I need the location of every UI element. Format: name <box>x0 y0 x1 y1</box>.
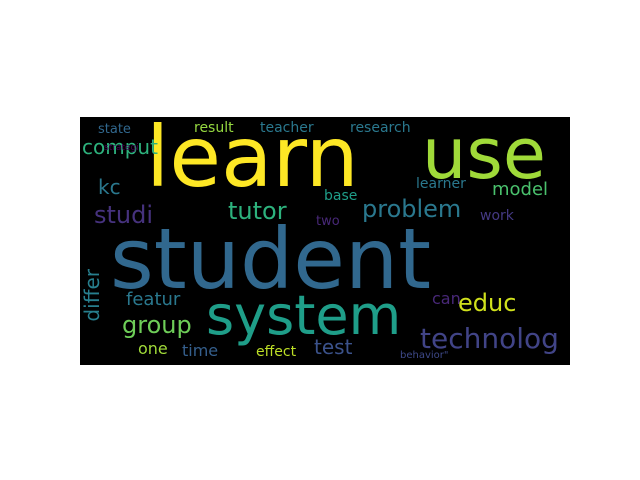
word-state: state <box>98 122 131 137</box>
word-technolog: technolog <box>420 322 559 355</box>
word-use: use <box>422 117 546 195</box>
word-featur: featur <box>126 289 181 310</box>
word-educ: educ <box>458 289 517 317</box>
word-studi: studi <box>94 201 154 229</box>
word-teacher: teacher <box>260 120 314 136</box>
word-tutor: tutor <box>228 197 287 225</box>
word-base: base <box>324 188 358 204</box>
word-comput: comput <box>82 135 158 159</box>
word-research: research <box>350 120 411 136</box>
word-test: test <box>314 335 353 359</box>
word-student: student <box>110 210 432 308</box>
word-strategi: strategi <box>104 143 139 153</box>
word-learner: learner <box>416 176 466 192</box>
word-group: group <box>122 311 192 339</box>
word-can: can <box>432 289 461 308</box>
word-kc: kc <box>98 175 121 199</box>
word-learn: learn <box>146 117 359 206</box>
word-two: two <box>316 214 340 229</box>
word-differ: differ <box>80 269 104 322</box>
word-problem: problem <box>362 195 462 223</box>
word-system: system <box>206 284 402 347</box>
word-time: time <box>182 341 219 360</box>
word-one: one <box>138 339 168 358</box>
word-model: model <box>492 179 549 200</box>
word-result: result <box>194 120 234 136</box>
word-effect: effect <box>256 344 297 360</box>
word-cloud: student learn use system technolog probl… <box>80 117 570 365</box>
word-work: work <box>480 208 514 224</box>
word-behavior: behavior" <box>400 350 449 361</box>
